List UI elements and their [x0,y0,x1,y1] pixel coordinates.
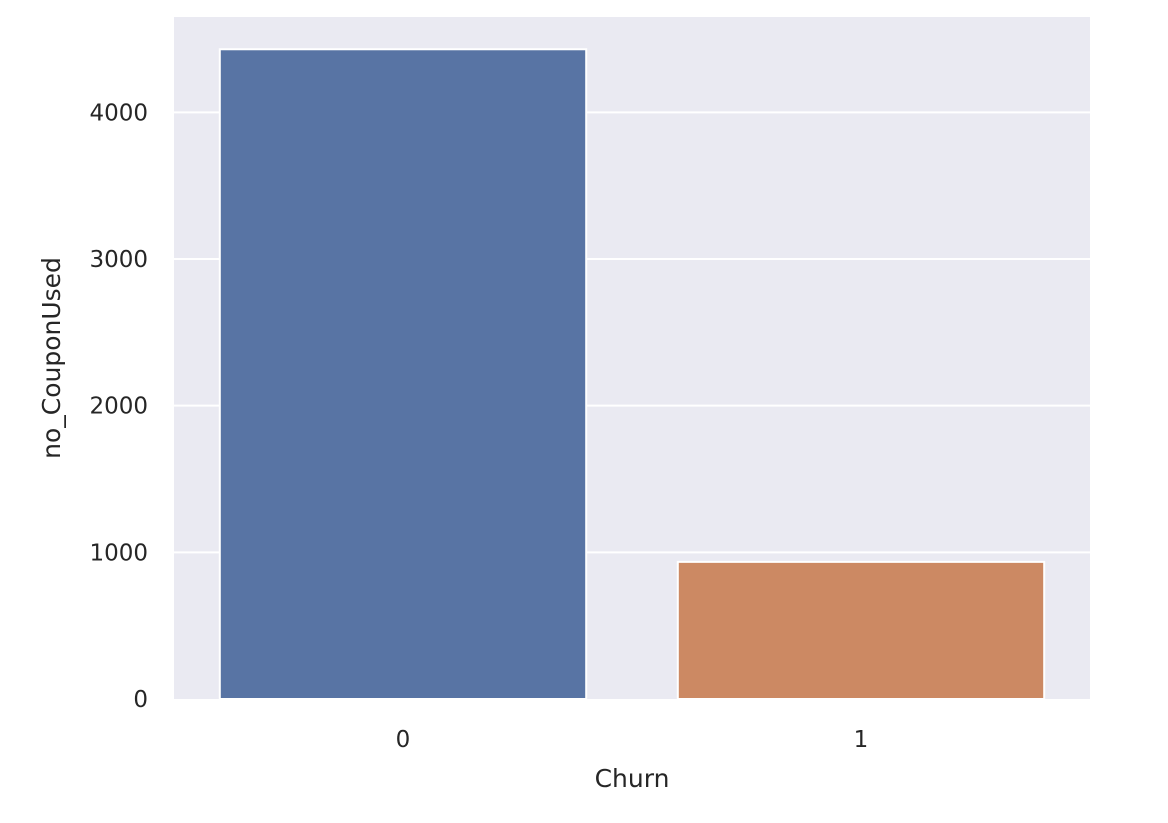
bars [218,48,1046,701]
bar-0 [218,48,588,701]
x-tick-label-1: 1 [854,727,869,753]
y-tick-label-4000: 4000 [89,100,148,126]
y-tick-label-3000: 3000 [89,247,148,273]
bar-1 [676,560,1046,700]
y-tick-label-2000: 2000 [89,394,148,420]
y-tick-label-0: 0 [133,687,148,713]
y-axis-label: no_CouponUsed [37,257,66,459]
x-tick-label-0: 0 [396,727,411,753]
x-axis-label: Churn [595,764,670,793]
y-tick-label-1000: 1000 [89,540,148,566]
y-tick-labels: 0 1000 2000 3000 4000 [89,100,148,713]
